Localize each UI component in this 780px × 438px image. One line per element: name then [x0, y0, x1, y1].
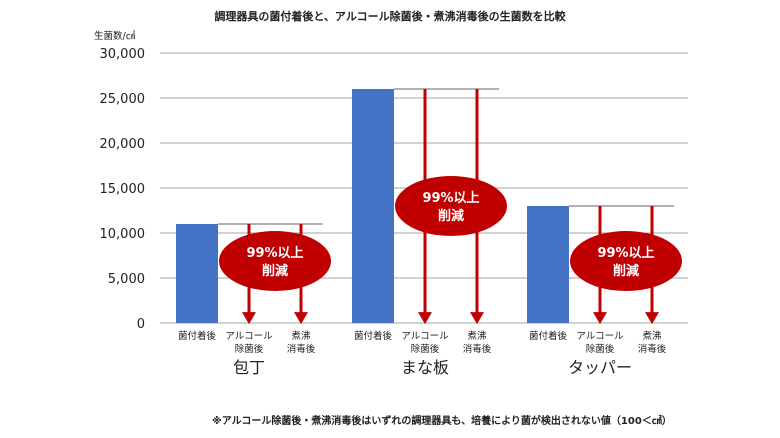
- y-axis-label: 生菌数/㎠: [94, 31, 136, 42]
- bar: [352, 89, 394, 323]
- arrow-head: [645, 312, 659, 325]
- arrow-head: [418, 312, 432, 325]
- y-tick-label: 0: [137, 317, 145, 332]
- group-label: 包丁: [233, 358, 265, 377]
- arrow-head: [470, 312, 484, 325]
- category-label: 除菌後: [586, 343, 615, 355]
- y-tick-label: 30,000: [100, 47, 146, 62]
- arrow-head: [294, 312, 308, 325]
- badge-text: 削減: [262, 263, 288, 279]
- chart-title: 調理器具の菌付着後と、アルコール除菌後・煮沸消毒後の生菌数を比較: [214, 10, 566, 23]
- category-label: 煮沸: [291, 330, 310, 342]
- category-label: 除菌後: [411, 343, 440, 355]
- bar: [176, 224, 218, 323]
- category-label: 除菌後: [235, 343, 264, 355]
- y-tick-label: 20,000: [100, 137, 146, 152]
- category-label: 煮沸: [467, 330, 486, 342]
- arrow-head: [593, 312, 607, 325]
- group-label: まな板: [401, 358, 449, 377]
- reduction-badge: [395, 176, 507, 236]
- category-label: 菌付着後: [178, 330, 217, 342]
- category-label: 菌付着後: [529, 330, 568, 342]
- reduction-badge: [219, 231, 331, 291]
- y-tick-label: 5,000: [108, 272, 145, 287]
- category-label: アルコール: [225, 331, 273, 342]
- category-label: 消毒後: [287, 343, 316, 355]
- y-tick-label: 25,000: [100, 92, 146, 107]
- badge-text: 99%以上: [246, 246, 303, 261]
- category-label: アルコール: [576, 331, 624, 342]
- category-label: 菌付着後: [354, 330, 393, 342]
- y-tick-label: 15,000: [100, 182, 146, 197]
- badge-text: 99%以上: [597, 246, 654, 261]
- category-label: 煮沸: [642, 330, 661, 342]
- category-label: 消毒後: [638, 343, 667, 355]
- y-tick-label: 10,000: [100, 227, 146, 242]
- bar: [527, 206, 569, 323]
- badge-text: 99%以上: [422, 191, 479, 206]
- category-label: アルコール: [401, 331, 449, 342]
- group-label: タッパー: [568, 358, 632, 377]
- arrow-head: [242, 312, 256, 325]
- footnote: ※アルコール除菌後・煮沸消毒後はいずれの調理器具も、培養により菌が検出されない値…: [212, 416, 672, 427]
- badge-text: 削減: [613, 263, 639, 279]
- reduction-badge: [570, 231, 682, 291]
- category-label: 消毒後: [463, 343, 492, 355]
- badge-text: 削減: [438, 208, 464, 224]
